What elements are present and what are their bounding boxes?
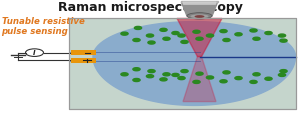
Circle shape: [196, 37, 203, 40]
Circle shape: [160, 78, 167, 81]
Polygon shape: [183, 57, 216, 102]
Circle shape: [193, 80, 200, 83]
Circle shape: [121, 32, 128, 35]
Circle shape: [253, 73, 260, 76]
Circle shape: [148, 41, 155, 44]
Circle shape: [206, 34, 214, 37]
Bar: [70, 58, 96, 63]
Ellipse shape: [194, 15, 205, 18]
Circle shape: [278, 73, 286, 76]
Circle shape: [220, 30, 227, 33]
Bar: [69, 18, 296, 109]
Circle shape: [206, 76, 214, 79]
Circle shape: [146, 75, 154, 78]
Circle shape: [250, 29, 257, 32]
Circle shape: [235, 77, 242, 80]
Circle shape: [134, 26, 142, 29]
Circle shape: [280, 39, 287, 42]
Circle shape: [146, 34, 154, 37]
Circle shape: [280, 70, 287, 73]
Circle shape: [220, 80, 227, 83]
Circle shape: [223, 71, 230, 74]
Circle shape: [181, 70, 188, 73]
Polygon shape: [182, 1, 218, 2]
Bar: [70, 50, 96, 55]
Text: I: I: [33, 50, 36, 56]
Circle shape: [148, 70, 155, 73]
Circle shape: [160, 28, 167, 31]
Circle shape: [193, 30, 200, 33]
Circle shape: [253, 37, 260, 40]
Circle shape: [163, 73, 170, 76]
Circle shape: [178, 77, 185, 80]
Polygon shape: [177, 18, 222, 57]
Circle shape: [133, 68, 140, 71]
Circle shape: [178, 34, 185, 37]
Ellipse shape: [190, 14, 208, 18]
Circle shape: [172, 73, 179, 76]
Circle shape: [265, 31, 272, 35]
Circle shape: [223, 38, 230, 42]
Polygon shape: [182, 2, 218, 16]
Circle shape: [265, 77, 272, 80]
Circle shape: [181, 40, 188, 43]
Ellipse shape: [187, 13, 212, 19]
Circle shape: [250, 80, 257, 83]
Circle shape: [235, 33, 242, 36]
Circle shape: [133, 78, 140, 82]
Circle shape: [121, 73, 128, 76]
Circle shape: [278, 34, 286, 37]
Text: Tunable resistive
pulse sensing: Tunable resistive pulse sensing: [2, 17, 84, 36]
Circle shape: [172, 31, 179, 35]
Bar: [69, 18, 296, 109]
Polygon shape: [183, 2, 216, 4]
Polygon shape: [93, 22, 296, 105]
Circle shape: [196, 72, 203, 75]
Circle shape: [133, 38, 140, 42]
Circle shape: [163, 37, 170, 40]
Circle shape: [26, 49, 44, 56]
Text: Raman microspectroscopy: Raman microspectroscopy: [58, 1, 242, 14]
